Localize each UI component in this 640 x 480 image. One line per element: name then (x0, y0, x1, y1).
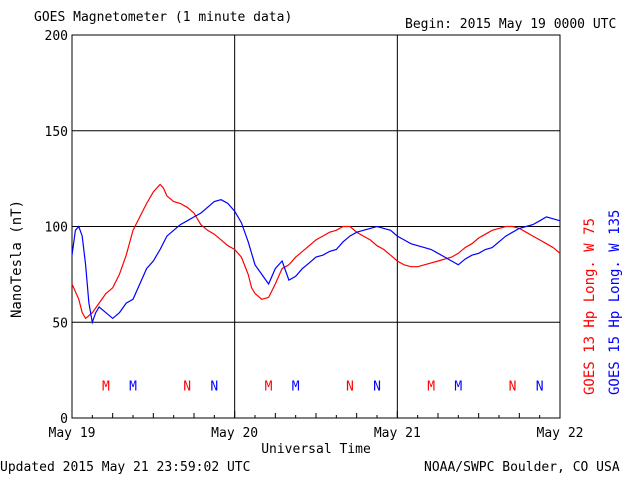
legend-goes15: GOES 15 Hp Long. W 135 (607, 209, 623, 395)
local-time-marker: N (183, 379, 191, 394)
source-credit: NOAA/SWPC Boulder, CO USA (424, 460, 620, 475)
chart-title: GOES Magnetometer (1 minute data) (34, 10, 293, 25)
begin-time: Begin: 2015 May 19 0000 UTC (405, 17, 617, 32)
series-line-goes13 (71, 183, 561, 320)
x-axis-label: Universal Time (261, 442, 371, 457)
y-tick-label: 200 (45, 29, 68, 44)
x-tick-label: May 19 (49, 426, 96, 441)
local-time-marker: M (454, 379, 462, 394)
legend-goes13: GOES 13 Hp Long. W 75 (582, 217, 598, 395)
x-tick-label: May 21 (374, 426, 421, 441)
local-time-marker: M (102, 379, 110, 394)
local-time-marker: M (129, 379, 137, 394)
local-time-marker: N (346, 379, 354, 394)
updated-time: Updated 2015 May 21 23:59:02 UTC (0, 460, 251, 475)
y-tick-label: 150 (45, 125, 68, 140)
local-time-marker: M (265, 379, 273, 394)
x-tick-label: May 22 (537, 426, 584, 441)
local-time-marker: N (210, 379, 218, 394)
local-time-marker: M (427, 379, 435, 394)
y-tick-label: 100 (45, 221, 68, 236)
y-axis-label: NanoTesla (nT) (9, 199, 25, 318)
series-line-goes15 (71, 199, 561, 325)
x-tick-label: May 20 (211, 426, 258, 441)
local-time-marker: N (536, 379, 544, 394)
y-tick-label: 0 (60, 412, 68, 427)
y-tick-label: 50 (52, 316, 68, 331)
local-time-marker: N (373, 379, 381, 394)
local-time-marker: N (509, 379, 517, 394)
local-time-marker: M (292, 379, 300, 394)
